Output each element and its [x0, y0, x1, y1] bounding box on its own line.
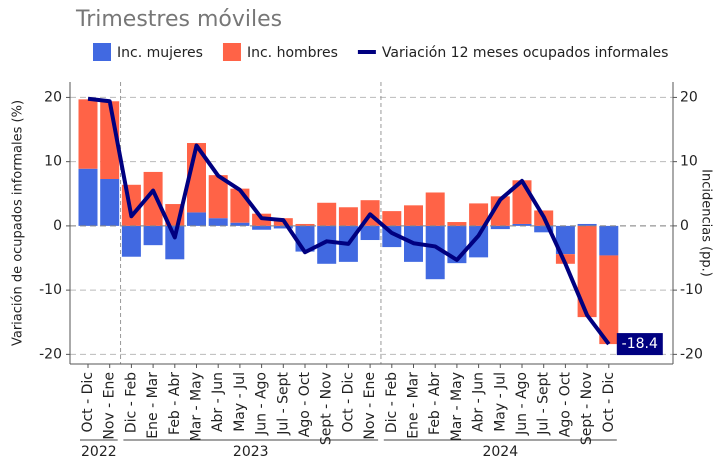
bar — [273, 225, 293, 229]
x-tick-label: Dic - Feb — [384, 372, 400, 433]
legend-label: Inc. hombres — [247, 45, 338, 61]
bar — [469, 225, 489, 258]
bar — [338, 207, 358, 226]
bar — [599, 255, 619, 345]
bar — [534, 225, 554, 233]
x-tick-label: Oct - Dic — [80, 372, 96, 433]
y-tick-label: -20 — [39, 346, 62, 362]
y-tick-label: -10 — [39, 282, 62, 298]
x-tick-label: Mar - May — [449, 372, 465, 441]
year-label: 2022 — [81, 444, 117, 459]
bar — [78, 99, 98, 169]
legend-label: Inc. mujeres — [117, 45, 203, 61]
bar — [187, 212, 206, 226]
x-tick-label: Oct - Dic — [601, 372, 617, 433]
y2-tick-label: 10 — [680, 154, 698, 170]
bar — [490, 225, 510, 230]
x-tick-label: Ago - Oct — [297, 371, 313, 437]
bar — [143, 171, 163, 226]
bar — [295, 223, 315, 226]
bar — [577, 225, 597, 318]
bar — [230, 222, 250, 226]
x-tick-label: Feb - Abr — [427, 372, 443, 435]
bar — [230, 188, 250, 223]
legend-label: Variación 12 meses ocupados informales — [382, 45, 669, 61]
value-label-box — [616, 333, 663, 356]
legend-swatch — [222, 43, 241, 61]
bar — [599, 225, 619, 256]
bar — [165, 225, 185, 260]
x-tick-label: Dic - Feb — [123, 372, 139, 433]
y-tick-label: 10 — [44, 154, 62, 170]
bar — [404, 205, 423, 226]
x-tick-label: May - Jul — [232, 372, 248, 432]
bar — [447, 222, 467, 226]
year-label: 2024 — [482, 444, 518, 459]
bar — [512, 223, 532, 226]
bar — [317, 202, 337, 226]
bar — [252, 225, 272, 230]
bar — [143, 225, 163, 246]
bar — [208, 175, 228, 219]
bar — [100, 178, 120, 226]
y-tick-label: 20 — [44, 89, 62, 105]
x-tick-label: Feb - Abr — [167, 372, 183, 435]
bar — [555, 254, 575, 264]
y2-tick-label: 20 — [680, 89, 698, 105]
bar — [425, 192, 445, 226]
line — [87, 96, 611, 346]
y-tick-label: 0 — [53, 218, 62, 234]
x-tick-label: Ene - Mar — [145, 372, 161, 439]
x-tick-label: Abr - Jun — [471, 372, 487, 432]
legend-swatch — [93, 43, 111, 61]
bar — [469, 203, 489, 226]
y-axis-label: Variación de ocupados informales (%) — [11, 100, 26, 346]
bar — [317, 225, 337, 264]
x-tick-label: Jun - Ago — [514, 372, 530, 436]
bar — [382, 211, 402, 226]
y2-tick-label: 0 — [680, 218, 689, 234]
x-tick-label: Ene - Mar — [406, 372, 422, 439]
x-tick-label: Jun - Ago — [254, 372, 270, 436]
bar — [555, 225, 575, 255]
bar — [208, 218, 228, 226]
value-label: -18.4 — [622, 336, 658, 352]
x-tick-label: Jul - Sept — [536, 372, 552, 436]
y2-tick-label: -20 — [680, 346, 703, 362]
x-tick-label: Nov - Ene — [362, 372, 378, 440]
bar — [78, 168, 98, 226]
x-tick-label: Jul - Sept — [275, 372, 291, 436]
y2-tick-label: -10 — [680, 282, 703, 298]
subtitle: Trimestres móviles — [75, 7, 282, 32]
bar — [577, 223, 597, 226]
year-label: 2023 — [233, 444, 269, 459]
bar — [425, 225, 445, 280]
x-tick-label: Oct - Dic — [340, 372, 356, 433]
bar — [121, 225, 141, 257]
x-tick-label: Nov - Ene — [102, 372, 118, 440]
x-tick-label: May - Jul — [492, 372, 508, 432]
x-tick-label: Sept - Nov — [319, 372, 335, 445]
bar — [360, 225, 380, 241]
y2-axis-label: Incidencias (pp.) — [699, 169, 714, 277]
x-tick-label: Ago - Oct — [557, 371, 573, 437]
x-tick-label: Mar - May — [189, 372, 205, 441]
x-tick-label: Abr - Jun — [210, 372, 226, 432]
x-tick-label: Sept - Nov — [579, 372, 595, 445]
